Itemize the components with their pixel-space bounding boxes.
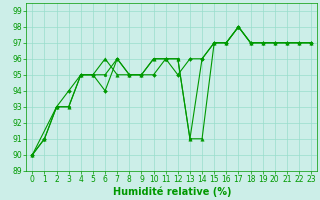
X-axis label: Humidité relative (%): Humidité relative (%) (113, 187, 231, 197)
